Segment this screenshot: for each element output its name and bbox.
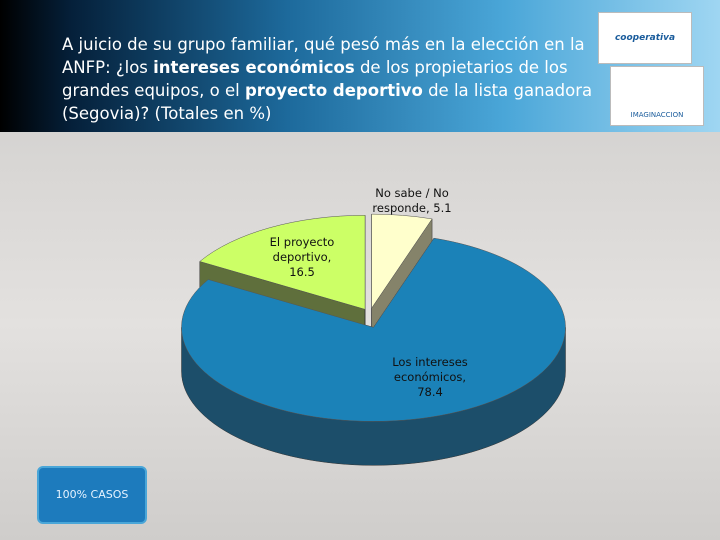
chart-title: A juicio de su grupo familiar, qué pesó … [62,33,602,125]
data-label-box: El proyecto deportivo, 16.5 [269,235,335,279]
title-part: de la lista ganadora (Segovia)? (Totales… [62,81,593,123]
title-part: de los propietarios de los grandes equip… [62,58,568,100]
pie-tops [181,213,566,422]
data-label-box: Los intereses económicos, 78.4 [392,355,468,399]
data-label: No sabe / No responde, 5.1 [372,186,452,215]
slice [181,237,566,422]
logo: cooperativa [598,12,692,64]
note-box: 100% CASOS [37,466,147,524]
title-part: intereses económicos [153,58,355,77]
logo: IMAGINACCION [610,66,704,126]
data-label-box: No sabe / No responde, 5.1 [372,186,452,215]
slice [371,213,433,309]
title-part: proyecto deportivo [244,81,423,100]
data-label: El proyecto deportivo, 16.5 [269,235,335,279]
slice [199,215,366,310]
data-label: Los intereses económicos, 78.4 [392,355,468,399]
title-part: A juicio de su grupo familiar, qué pesó … [62,35,585,77]
